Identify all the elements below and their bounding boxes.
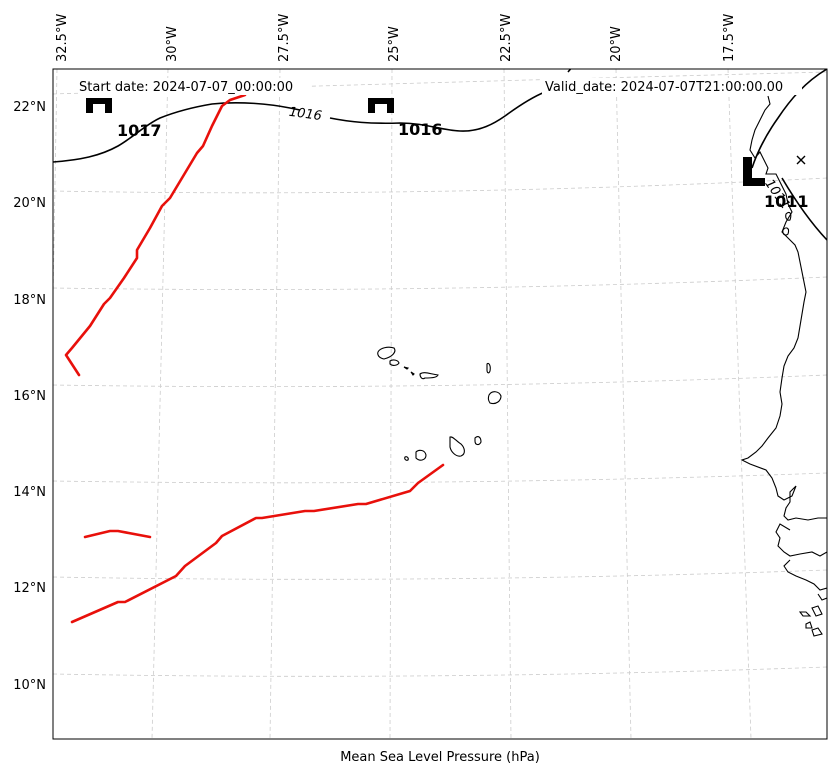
lat-label-22n: 22°N bbox=[13, 100, 46, 115]
african-coastline bbox=[740, 95, 827, 637]
front-line-north bbox=[64, 93, 247, 377]
cross-icon bbox=[796, 155, 806, 165]
start-date-bg bbox=[78, 78, 310, 95]
lat-label-20n: 20°N bbox=[13, 196, 46, 211]
island-sao-nicolau-east bbox=[419, 372, 439, 380]
high-value-1017: 1017 bbox=[117, 121, 162, 140]
lat-label-18n: 18°N bbox=[13, 293, 46, 308]
lat-label-10n: 10°N bbox=[13, 678, 46, 693]
isobar-1016 bbox=[53, 69, 572, 163]
low-symbol-1011 bbox=[743, 157, 765, 186]
lon-label-17-5w: 17.5°W bbox=[722, 14, 737, 62]
low-center-1011: 1011 bbox=[743, 157, 809, 211]
island-santa-luzia bbox=[403, 366, 410, 370]
lon-label-27-5w: 27.5°W bbox=[277, 14, 292, 62]
start-date-label: Start date: 2024-07-07_00:00:00 bbox=[79, 80, 293, 95]
front-line-south bbox=[70, 463, 445, 624]
high-center-1017: 1017 bbox=[86, 98, 162, 140]
lon-label-25w: 25°W bbox=[387, 26, 402, 62]
lon-label-22-5w: 22.5°W bbox=[499, 14, 514, 62]
lon-label-32-5w: 32.5°W bbox=[55, 14, 70, 62]
latitude-labels: 22°N 20°N 18°N 16°N 14°N 12°N 10°N bbox=[13, 100, 46, 693]
island-maio bbox=[474, 436, 482, 446]
map-frame bbox=[52, 68, 828, 740]
cross-marker bbox=[796, 155, 806, 165]
island-fogo bbox=[415, 449, 427, 461]
contour-label-1016: 1016 bbox=[288, 105, 323, 124]
canary-islands bbox=[782, 211, 792, 236]
cape-verde-islands bbox=[377, 346, 502, 461]
front-line-short bbox=[83, 529, 152, 539]
lon-label-20w: 20°W bbox=[609, 26, 624, 62]
island-brava bbox=[404, 456, 409, 461]
island-sao-nicolau bbox=[410, 371, 415, 376]
longitude-labels: 32.5°W 30°W 27.5°W 25°W 22.5°W 20°W 17.5… bbox=[55, 14, 737, 62]
lat-label-16n: 16°N bbox=[13, 389, 46, 404]
island-sao-vicente bbox=[389, 359, 400, 366]
low-value-1011: 1011 bbox=[764, 192, 809, 211]
valid-date-bg bbox=[542, 78, 802, 95]
high-symbol-1016 bbox=[368, 98, 394, 113]
island-santiago bbox=[449, 436, 465, 457]
colorbar-label: Mean Sea Level Pressure (hPa) bbox=[340, 750, 540, 765]
lon-label-30w: 30°W bbox=[165, 26, 180, 62]
high-center-1016: 1016 bbox=[368, 98, 443, 139]
lat-label-14n: 14°N bbox=[13, 485, 46, 500]
valid-date-label: Valid_date: 2024-07-07T21:00:00.00 bbox=[545, 80, 783, 95]
island-boa-vista bbox=[487, 391, 502, 405]
isobar-1011-south bbox=[781, 177, 827, 241]
lat-label-12n: 12°N bbox=[13, 581, 46, 596]
high-symbol-1017 bbox=[86, 98, 112, 113]
island-santo-antao bbox=[377, 346, 396, 360]
map-area: 1016 1011 1017 1016 bbox=[53, 69, 827, 739]
isobar-1011 bbox=[751, 69, 827, 169]
high-value-1016: 1016 bbox=[398, 120, 443, 139]
graticule bbox=[53, 69, 827, 739]
island-sal bbox=[486, 362, 491, 374]
